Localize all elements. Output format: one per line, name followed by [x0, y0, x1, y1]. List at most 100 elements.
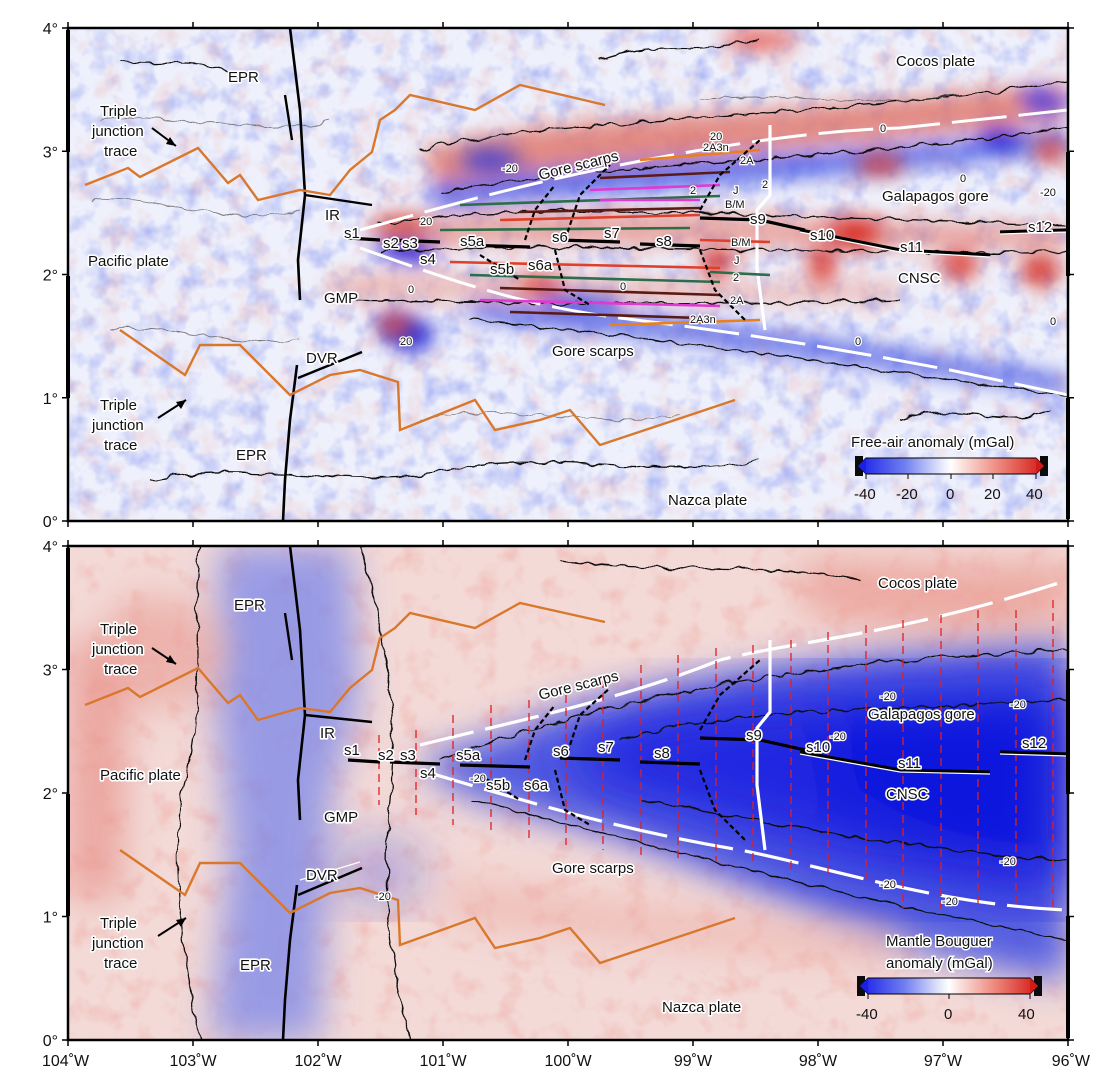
label-ir: IR: [325, 207, 340, 224]
svg-text:DVR: DVR: [306, 867, 338, 884]
mantle-bouguer-panel: EPR EPR Triple junction trace Triple jun…: [66, 544, 1070, 1042]
svg-text:B/M: B/M: [725, 199, 745, 211]
lon-tick-label: 101˚W: [419, 1053, 467, 1070]
cb-tick: -20: [896, 486, 918, 503]
svg-text:EPR: EPR: [240, 957, 271, 974]
svg-text:20: 20: [420, 216, 432, 228]
dvr-axis: [297, 350, 363, 380]
svg-text:-20: -20: [942, 896, 958, 908]
svg-text:s12: s12: [1028, 219, 1052, 236]
svg-text:0: 0: [960, 173, 966, 185]
svg-text:s5b: s5b: [490, 261, 514, 278]
svg-text:Cocos plate: Cocos plate: [878, 575, 957, 592]
svg-text:anomaly (mGal): anomaly (mGal): [886, 955, 993, 972]
svg-text:s7: s7: [598, 739, 614, 756]
triple-junction-trace-south: [119, 329, 736, 447]
svg-text:-20: -20: [1010, 699, 1026, 711]
free-air-panel: EPR EPR Triple junction trace Triple jun…: [66, 26, 1070, 523]
svg-text:20: 20: [400, 336, 412, 348]
contour-value-labels: 20 0 20 -20 0 0 20 -20 0 0 0: [399, 122, 1058, 350]
svg-text:Galapagos gore: Galapagos gore: [868, 706, 975, 723]
svg-text:-20: -20: [880, 691, 896, 703]
svg-text:2A: 2A: [730, 295, 744, 307]
svg-text:0: 0: [620, 281, 626, 293]
svg-text:s11: s11: [898, 755, 921, 772]
svg-text:EPR: EPR: [234, 597, 265, 614]
mantle-bouguer-contours: [176, 546, 1068, 1040]
label-nazca-plate: Nazca plate: [668, 492, 747, 509]
svg-text:CNSC: CNSC: [886, 786, 929, 803]
svg-text:s2: s2: [378, 747, 394, 764]
svg-text:s8: s8: [656, 233, 672, 250]
svg-text:-20: -20: [375, 891, 391, 903]
lat-tick-label: 1°: [43, 391, 58, 408]
label-dvr: DVR: [306, 350, 338, 367]
label-cnsc: CNSC: [898, 270, 941, 287]
svg-text:s5a: s5a: [460, 233, 485, 250]
label-triple-south: Triple junction trace: [89, 395, 145, 455]
svg-text:Triple: Triple: [100, 915, 137, 932]
svg-text:Triple: Triple: [100, 397, 137, 414]
svg-text:0: 0: [944, 1006, 952, 1023]
svg-text:-20: -20: [880, 879, 896, 891]
label-galapagos-gore: Galapagos gore: [882, 188, 989, 205]
svg-text:GMP: GMP: [324, 809, 358, 826]
svg-text:0: 0: [1050, 316, 1056, 328]
svg-text:s6a: s6a: [524, 777, 549, 794]
lon-tick-label: 104˚W: [42, 1053, 90, 1070]
svg-text:s11: s11: [900, 239, 923, 256]
label-epr-north: EPR: [228, 69, 259, 86]
svg-text:Nazca plate: Nazca plate: [662, 999, 741, 1016]
svg-text:-40: -40: [856, 1006, 878, 1023]
svg-text:s9: s9: [750, 211, 766, 228]
lat-tick-label: 2°: [43, 268, 58, 285]
cb-tick: 40: [1026, 486, 1043, 503]
gore-boundary-south: [359, 246, 1068, 397]
lon-tick-label: 97˚W: [924, 1053, 963, 1070]
magnetic-anomaly-labels: 2A3n 2A 2 J 2 B/M B/M J 2 2A 2A3n: [689, 141, 770, 328]
triple-junction-trace-north: [84, 83, 606, 202]
svg-text:J: J: [734, 255, 740, 267]
label-pacific-plate: Pacific plate: [88, 253, 169, 270]
svg-text:s4: s4: [420, 251, 436, 268]
svg-text:s12: s12: [1022, 735, 1046, 752]
segment-labels: s1 s2 s3 s4 s5a s5b s6 s6a s7 s8 s9 s10 …: [342, 209, 1053, 279]
svg-text:2A3n: 2A3n: [690, 314, 716, 326]
lon-tick-label: 102˚W: [294, 1053, 342, 1070]
svg-text:junction: junction: [91, 417, 144, 434]
svg-text:s9: s9: [746, 727, 762, 744]
svg-text:s6a: s6a: [528, 257, 553, 274]
svg-text:2: 2: [733, 272, 739, 284]
svg-text:s4: s4: [420, 765, 436, 782]
svg-text:40: 40: [1018, 1006, 1035, 1023]
svg-text:s7: s7: [604, 225, 620, 242]
svg-text:s1: s1: [344, 742, 360, 759]
svg-text:Mantle Bouguer: Mantle Bouguer: [886, 933, 992, 950]
free-air-colorbar: Free-air anomaly (mGal) -40 -20 0 20 40: [850, 433, 1048, 503]
lat-tick-label: 3°: [43, 144, 58, 161]
svg-text:-20: -20: [1040, 187, 1056, 199]
svg-text:0: 0: [880, 123, 886, 135]
label-gore-scarps-south: Gore scarps: [552, 343, 634, 360]
cb-tick: 20: [984, 486, 1001, 503]
svg-text:s5a: s5a: [456, 747, 481, 764]
cb-tick: 0: [946, 486, 954, 503]
mantle-bouguer-colorbar: Mantle Bouguer anomaly (mGal) -40 0 40: [856, 932, 1042, 1023]
svg-text:IR: IR: [320, 725, 335, 742]
ir-axis: [304, 193, 373, 207]
gore-boundary-north: [359, 108, 1068, 232]
axes: 0° 1° 2° 3° 4° 0° 1° 2° 3° 4° 104˚W 103˚W 102˚W 101˚W…: [42, 21, 1091, 1070]
cnsc-axis: [347, 216, 1068, 257]
free-air-border-ticks: [66, 30, 1070, 519]
svg-text:Gore scarps: Gore scarps: [552, 860, 634, 877]
svg-text:s6: s6: [552, 229, 568, 246]
svg-text:s10: s10: [806, 739, 830, 756]
lon-tick-label: 103˚W: [169, 1053, 217, 1070]
svg-text:trace: trace: [104, 143, 137, 160]
lat-tick-label: 0°: [43, 1033, 58, 1050]
label-triple-north: Triple junction trace: [89, 101, 145, 161]
svg-text:-20: -20: [1000, 856, 1016, 868]
lon-tick-label: 96˚W: [1052, 1053, 1091, 1070]
lat-tick-label: 4°: [43, 539, 58, 556]
svg-text:Free-air anomaly (mGal): Free-air anomaly (mGal): [851, 434, 1014, 451]
